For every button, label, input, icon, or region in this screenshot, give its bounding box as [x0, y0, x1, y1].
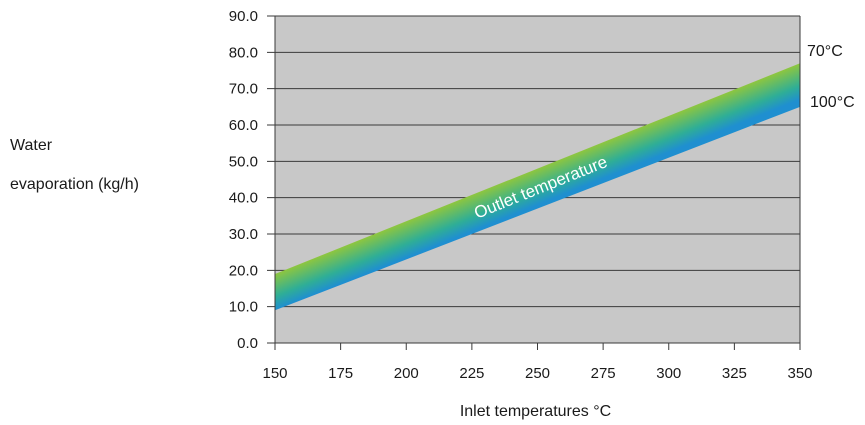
outlet-temperature-band [275, 63, 800, 311]
y-axis-label-line-1: Water [10, 137, 53, 154]
x-ticks: 150 175 200 225 250 275 300 325 350 [262, 343, 813, 382]
series-labels: 70°C 100°C [807, 43, 855, 111]
x-tick-label: 225 [459, 365, 484, 382]
y-ticks: 0.0 10.0 20.0 30.0 40.0 50.0 60.0 70.0 80.0 90.0 [229, 8, 258, 352]
x-axis-title: Inlet temperatures °C [460, 403, 611, 420]
series-label-70c: 70°C [807, 43, 843, 60]
y-tick-label: 60.0 [229, 117, 258, 134]
x-tick-label: 250 [525, 365, 550, 382]
y-axis-label-line-2: evaporation (kg/h) [10, 176, 139, 193]
y-axis-line [274, 16, 801, 343]
x-tick-label: 300 [656, 365, 681, 382]
x-tick-label: 325 [722, 365, 747, 382]
series-label-100c: 100°C [810, 94, 855, 111]
y-tick-label: 70.0 [229, 81, 258, 98]
x-tick-label: 350 [787, 365, 812, 382]
y-tick-label: 30.0 [229, 226, 258, 243]
x-tick-label: 150 [262, 365, 287, 382]
y-tick-label: 90.0 [229, 8, 258, 25]
y-tick-label: 20.0 [229, 262, 258, 279]
x-tick-label: 175 [328, 365, 353, 382]
y-tick-label: 10.0 [229, 299, 258, 316]
y-tick-label: 40.0 [229, 190, 258, 207]
y-tick-label: 80.0 [229, 44, 258, 61]
x-tick-label: 275 [591, 365, 616, 382]
y-tick-label: 50.0 [229, 153, 258, 170]
x-tick-label: 200 [394, 365, 419, 382]
y-tick-label: 0.0 [237, 335, 258, 352]
